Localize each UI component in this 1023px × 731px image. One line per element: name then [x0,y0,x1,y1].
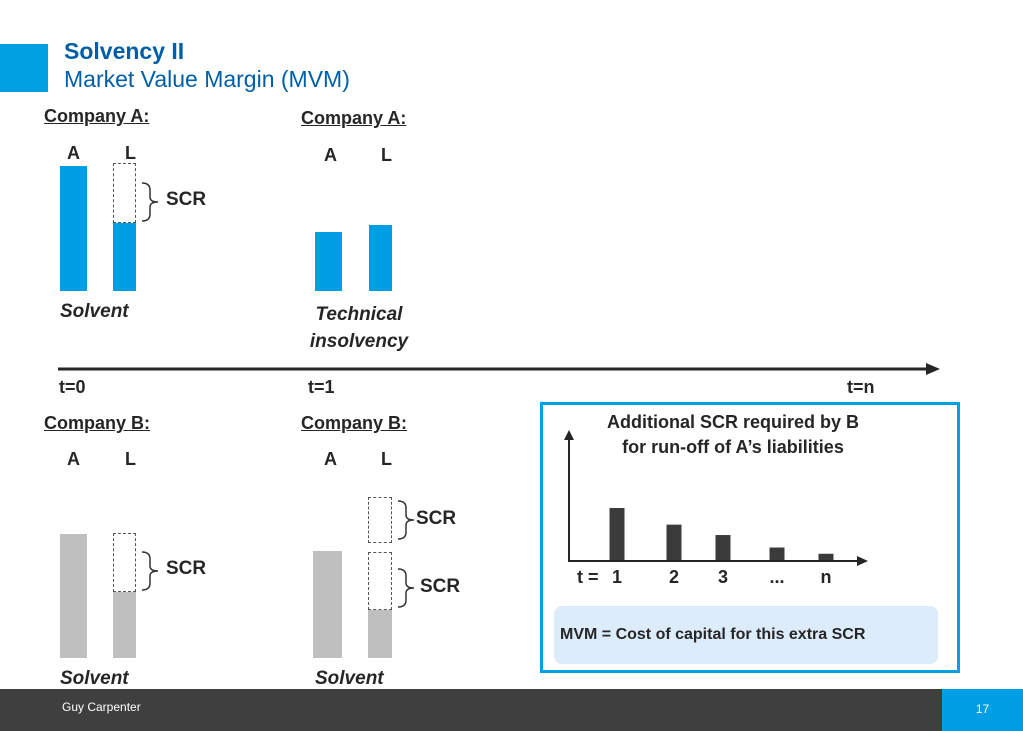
bottom-right-extra-scr-dashed-box [368,497,392,543]
chart-bar-3 [715,535,731,560]
bottom-right-brace-icon [397,568,415,608]
chart-x-axis-arrow-icon [857,556,868,566]
title-accent-square [0,44,48,92]
run-off-scr-chart [564,430,868,566]
bottom-left-liability-bar [113,592,136,658]
bottom-right-heading: Company B: [301,413,408,433]
top-right-asset-label: A [324,145,337,165]
slide-subtitle: Market Value Margin (MVM) [64,66,350,92]
additional-scr-title-line1: Additional SCR required by B [606,412,860,432]
timeline-label-t0: t=0 [59,377,86,397]
bottom-left-heading: Company B: [44,413,151,433]
bottom-left-scr-dashed-box [113,533,136,592]
top-left-brace-icon [141,182,159,222]
bottom-right-scr-dashed-box [368,552,392,610]
bottom-right-extra-brace-icon [397,500,415,540]
top-left-asset-bar [60,166,87,291]
bottom-right-liability-label: L [381,449,392,469]
top-right-status: Technical insolvency [300,301,418,355]
footer-bar [0,689,1023,731]
top-right-liability-bar [369,225,392,291]
top-left-liability-bar [113,223,136,291]
bottom-right-status: Solvent [315,668,384,689]
top-right-liability-label: L [381,145,392,165]
top-left-asset-label: A [67,143,80,163]
mvm-callout [554,606,938,664]
bottom-left-asset-bar [60,534,87,658]
chart-tick-labels: 1 2 3... n [560,567,880,591]
top-left-status: Solvent [60,301,129,322]
mvm-callout-text: MVM = Cost of capital for this extra SCR [560,626,866,643]
footer-page-number: 17 [975,702,990,716]
bottom-right-liability-bar [368,610,392,658]
additional-scr-title: Additional SCR required by B for run-off… [555,410,911,460]
top-left-scr-dashed-box [113,163,136,223]
bottom-left-brace-icon [141,551,159,591]
chart-bar-4 [769,547,785,560]
chart-bar-2 [666,524,682,560]
chart-t-prefix: t = [577,567,599,587]
top-left-scr-label: SCR [166,189,207,210]
chart-bar-1 [609,508,625,560]
bottom-left-asset-label: A [67,449,80,469]
bottom-right-extra-scr-label: SCR [416,508,457,529]
chart-tick-label-4: ... [769,567,785,587]
timeline-label-t1: t=1 [308,377,335,397]
chart-tick-label-1: 1 [611,567,622,587]
additional-scr-title-line2: for run-off of A’s liabilities [622,437,844,457]
bottom-left-status: Solvent [60,668,129,689]
bottom-right-scr-label: SCR [420,576,461,597]
chart-tick-label-5: n [820,567,832,587]
bottom-right-asset-bar [313,551,342,658]
bottom-right-asset-label: A [324,449,337,469]
top-right-heading: Company A: [301,108,407,128]
slide-title: Solvency II [64,38,185,64]
top-left-heading: Company A: [44,106,150,126]
timeline-label-tn: t=n [847,377,875,397]
timeline-arrow [58,363,940,375]
top-right-status-line1: Technical [315,304,403,325]
footer-company-name: Guy Carpenter [62,700,141,714]
chart-tick-label-3: 3 [717,567,728,587]
chart-y-axis-arrow-icon [564,430,574,440]
bottom-left-liability-label: L [125,449,136,469]
footer-page-badge [942,689,1023,731]
chart-bar-5 [818,553,834,560]
top-right-status-line2: insolvency [309,331,409,352]
chart-tick-label-2: 2 [668,567,679,587]
bottom-left-scr-label: SCR [166,558,207,579]
top-right-asset-bar [315,232,342,291]
top-left-liability-label: L [125,143,136,163]
